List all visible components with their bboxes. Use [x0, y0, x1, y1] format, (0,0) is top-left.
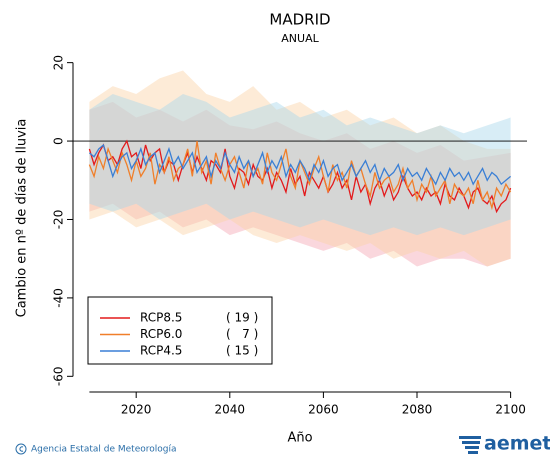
legend-label: RCP6.0 — [140, 327, 182, 341]
y-tick-label: 0 — [52, 137, 66, 145]
y-tick-label: -60 — [52, 367, 66, 387]
x-tick-label: 2100 — [495, 403, 526, 417]
copyright-icon — [15, 443, 27, 455]
y-tick-label: 20 — [52, 55, 66, 70]
series-line — [88, 139, 512, 214]
legend-members: ( 7 ) — [226, 327, 258, 341]
range-band — [89, 94, 511, 236]
legend: RCP8.5 ( 19 ) RCP6.0 ( 7 ) RCP4.5 ( 15 ) — [100, 311, 258, 358]
x-tick-label: 2040 — [215, 403, 246, 417]
legend-members: ( 15 ) — [226, 344, 258, 358]
range-band — [89, 101, 511, 267]
y-axis-label: Cambio en nº de días de lluvia — [15, 119, 30, 318]
chart-subtitle: ANUAL — [281, 32, 319, 45]
y-tick-label: -40 — [52, 288, 66, 308]
range-band — [89, 70, 511, 267]
chart-title: MADRID — [269, 11, 330, 29]
legend-label: RCP8.5 — [140, 311, 182, 325]
x-tick-label: 2020 — [121, 403, 152, 417]
x-axis-label: Año — [287, 431, 312, 446]
legend-box — [87, 296, 273, 365]
logo-icon — [459, 436, 481, 454]
logo-text: aemet — [484, 433, 550, 455]
series-line — [88, 143, 512, 186]
legend-label: RCP4.5 — [140, 344, 182, 358]
legend-members: ( 19 ) — [226, 311, 258, 325]
x-tick-label: 2060 — [308, 403, 339, 417]
x-tick-label: 2080 — [402, 403, 433, 417]
source-text: Agencia Estatal de Meteorología — [31, 445, 177, 455]
plot-area — [73, 70, 527, 267]
y-tick-label: -20 — [52, 210, 66, 230]
